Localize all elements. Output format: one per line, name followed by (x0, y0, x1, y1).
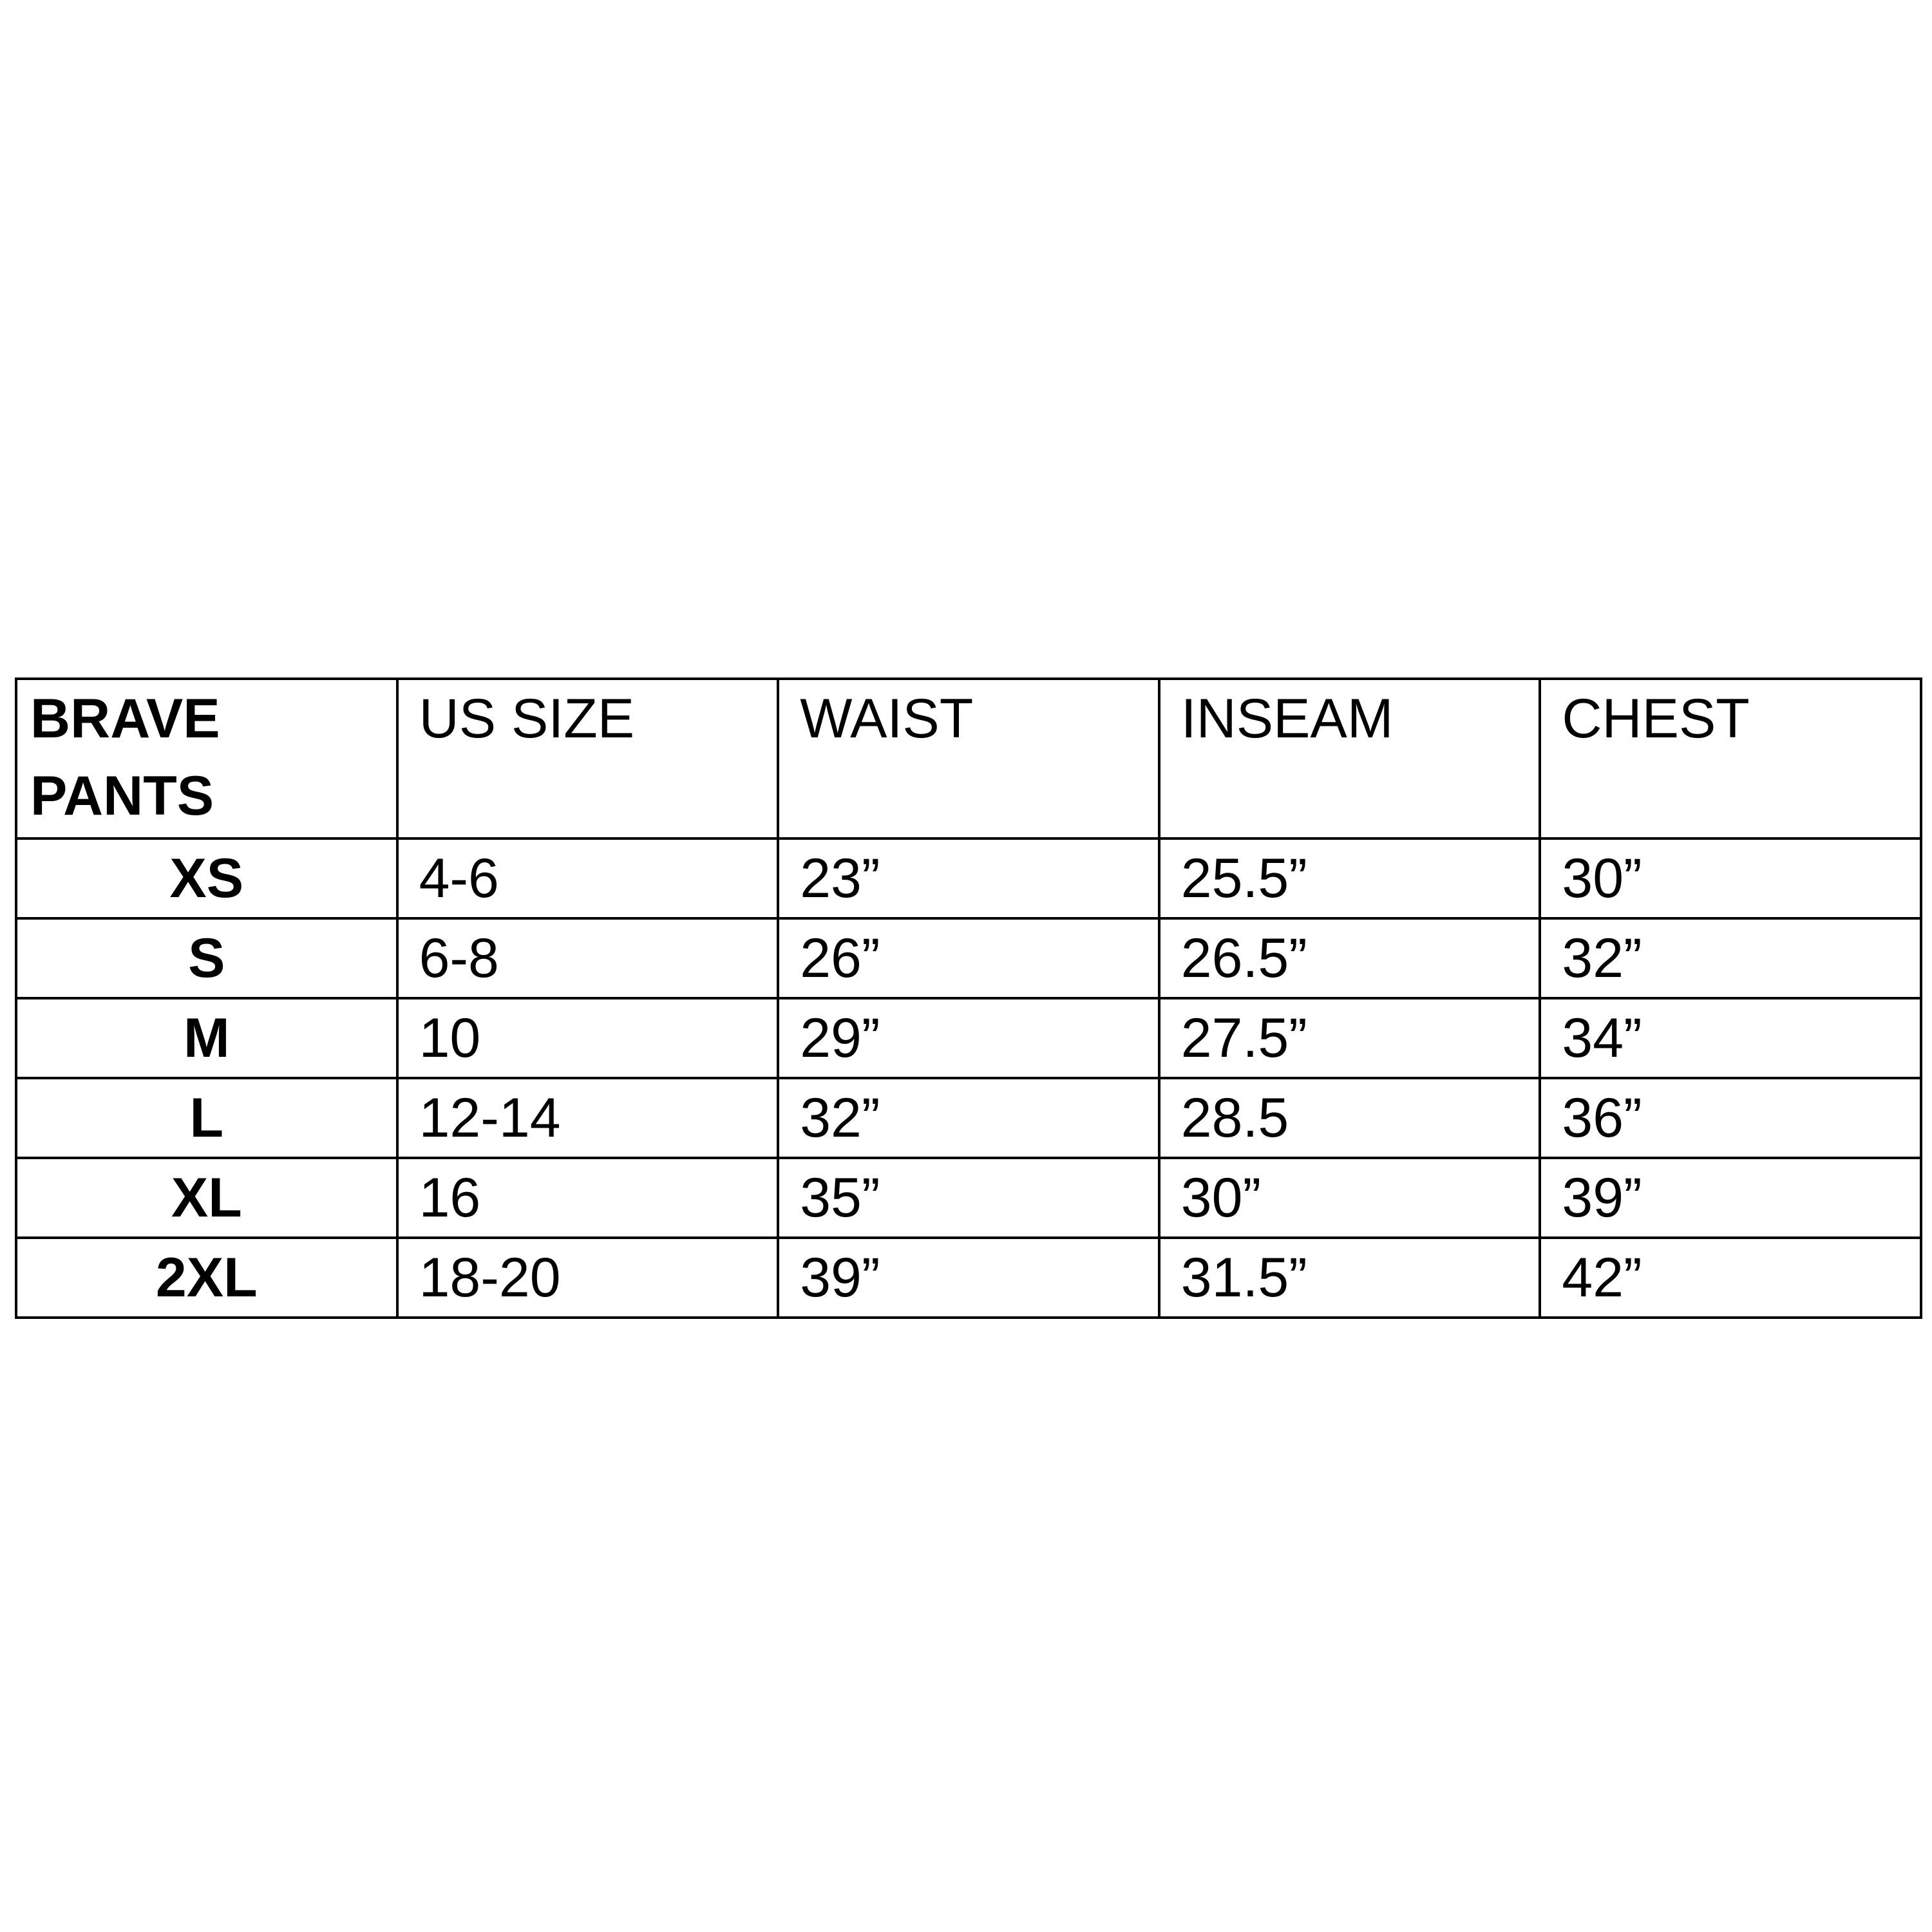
cell-us-size: 6-8 (395, 917, 780, 999)
cell-chest: 42” (1539, 1236, 1922, 1319)
cell-waist: 26” (777, 917, 1160, 999)
header-waist: WAIST (777, 677, 1160, 840)
cell-inseam: 30” (1157, 1157, 1542, 1239)
cell-size: 2XL (15, 1236, 399, 1319)
header-product: BRAVE PANTS (15, 677, 399, 840)
cell-inseam: 26.5” (1157, 917, 1542, 999)
size-chart-table: BRAVE PANTS US SIZE WAIST INSEAM CHEST X… (15, 677, 1922, 1319)
cell-us-size: 16 (395, 1157, 780, 1239)
cell-us-size: 12-14 (395, 1077, 780, 1159)
cell-inseam: 28.5 (1157, 1077, 1542, 1159)
cell-us-size: 18-20 (395, 1236, 780, 1319)
cell-chest: 32” (1539, 917, 1922, 999)
table-row: L 12-14 32” 28.5 36” (15, 1077, 1922, 1159)
table-row: XL 16 35” 30” 39” (15, 1157, 1922, 1239)
cell-chest: 30” (1539, 837, 1922, 920)
cell-size: M (15, 997, 399, 1079)
cell-waist: 32” (777, 1077, 1160, 1159)
cell-inseam: 27.5” (1157, 997, 1542, 1079)
cell-size: L (15, 1077, 399, 1159)
cell-waist: 29” (777, 997, 1160, 1079)
cell-waist: 35” (777, 1157, 1160, 1239)
cell-inseam: 25.5” (1157, 837, 1542, 920)
cell-us-size: 10 (395, 997, 780, 1079)
table-row: M 10 29” 27.5” 34” (15, 997, 1922, 1079)
cell-waist: 39” (777, 1236, 1160, 1319)
header-inseam: INSEAM (1157, 677, 1542, 840)
cell-chest: 34” (1539, 997, 1922, 1079)
cell-size: XS (15, 837, 399, 920)
table-row: 2XL 18-20 39” 31.5” 42” (15, 1236, 1922, 1319)
table-row: XS 4-6 23” 25.5” 30” (15, 837, 1922, 920)
table-row: S 6-8 26” 26.5” 32” (15, 917, 1922, 999)
cell-chest: 39” (1539, 1157, 1922, 1239)
cell-chest: 36” (1539, 1077, 1922, 1159)
cell-size: S (15, 917, 399, 999)
header-us-size: US SIZE (395, 677, 780, 840)
cell-waist: 23” (777, 837, 1160, 920)
cell-size: XL (15, 1157, 399, 1239)
cell-inseam: 31.5” (1157, 1236, 1542, 1319)
cell-us-size: 4-6 (395, 837, 780, 920)
header-row: BRAVE PANTS US SIZE WAIST INSEAM CHEST (15, 677, 1922, 840)
header-chest: CHEST (1539, 677, 1922, 840)
